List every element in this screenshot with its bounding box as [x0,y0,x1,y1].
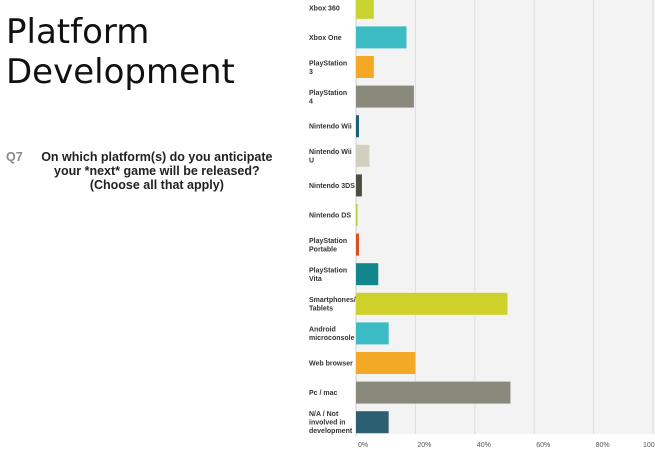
bar [356,411,389,434]
bar [356,0,374,19]
slide-title: Platform Development [6,12,286,92]
x-tick-label: 0% [358,442,368,449]
bar [356,233,359,256]
slide-title-line-2: Development [6,52,235,92]
slide-title-line-1: Platform [6,12,150,52]
category-label: Smartphones/Tablets [309,297,356,313]
category-label: Nintendo DS [309,213,351,220]
bar [356,56,374,78]
x-tick-label: 20% [417,442,431,449]
category-label: PlayStation Vita [309,267,347,283]
bar [356,292,508,315]
category-label: PlayStation Portable [309,238,347,254]
bar [356,144,370,167]
category-label: Nintendo 3DS [309,183,355,190]
category-label: Android microconsole [309,327,355,343]
bars [356,0,511,434]
x-tick-labels: 0% 20% 40% 60% 80% 100% [358,442,655,449]
category-label: Xbox 360 [309,5,340,12]
x-tick-label: 100% [643,442,655,449]
x-tick-label: 40% [477,442,491,449]
category-label: N/A / Not involved in development [309,411,353,435]
bar [356,174,362,197]
category-label: PlayStation 4 [309,90,347,106]
bar [356,352,416,374]
category-label: Web browser [309,361,353,368]
category-label: Nintendo Wii U [309,149,352,165]
x-tick-label: 60% [536,442,550,449]
question-text: On which platform(s) do you anticipate y… [41,150,273,192]
bar [356,85,414,108]
category-label: PlayStation 3 [309,60,347,76]
bar [356,381,511,404]
survey-question: Q7 On which platform(s) do you anticipat… [6,150,286,192]
x-tick-label: 80% [596,442,610,449]
bar [356,322,389,345]
category-label: Nintendo Wii [309,124,352,131]
bar [356,263,379,286]
category-label: Pc / mac [309,390,338,397]
bar [356,26,407,49]
category-label: Xbox One [309,35,342,42]
question-number: Q7 [6,150,23,164]
bar [356,204,358,226]
bar [356,115,359,138]
category-labels: Xbox 360 Xbox One PlayStation 3 PlayStation 4… [309,5,356,435]
